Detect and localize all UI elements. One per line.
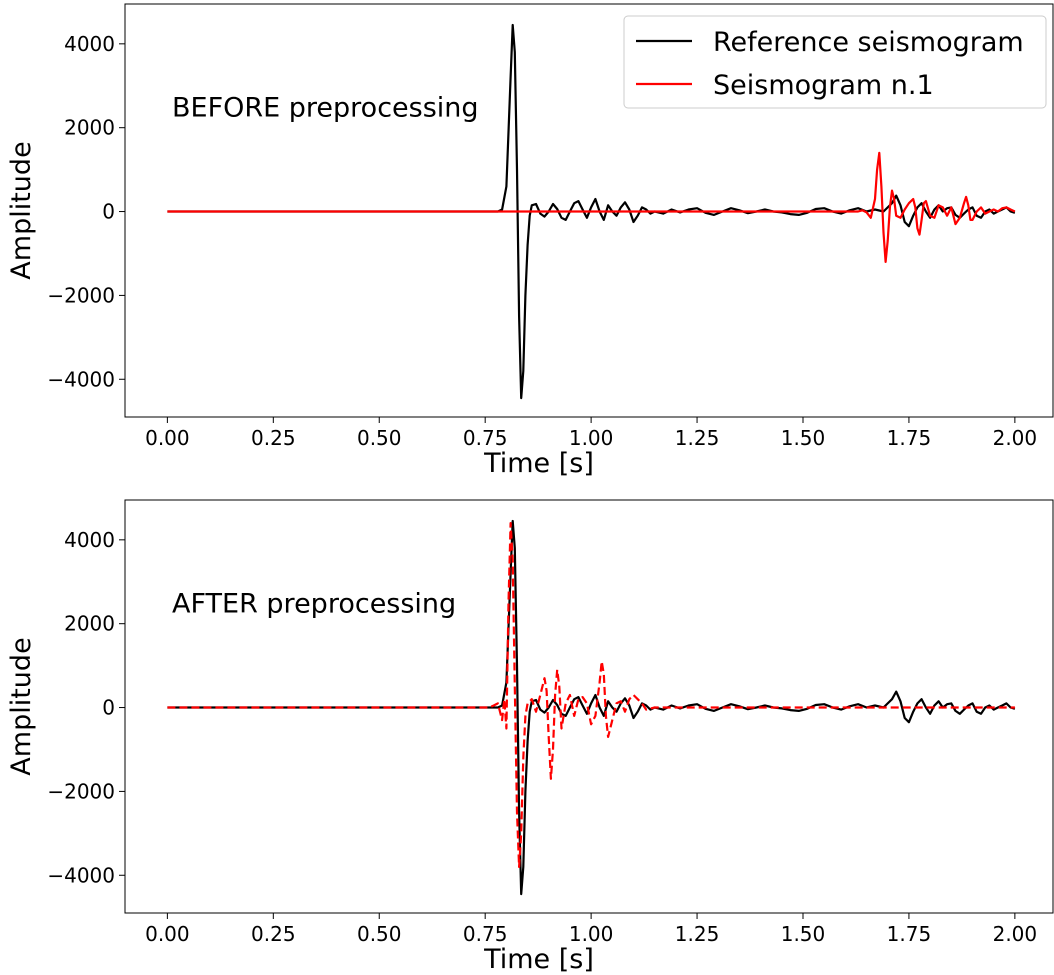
x-tick-label: 1.25 bbox=[675, 922, 720, 946]
x-tick-label: 0.50 bbox=[357, 922, 402, 946]
y-axis-label: Amplitude bbox=[6, 141, 37, 279]
y-tick-label: −4000 bbox=[47, 367, 115, 391]
y-tick-label: 4000 bbox=[64, 528, 115, 552]
y-tick-label: 0 bbox=[102, 200, 115, 224]
x-tick-label: 0.75 bbox=[463, 922, 508, 946]
panel-annotation: BEFORE preprocessing bbox=[172, 93, 479, 124]
x-tick-label: 0.00 bbox=[145, 426, 190, 450]
x-tick-label: 0.25 bbox=[251, 426, 296, 450]
y-axis-label: Amplitude bbox=[6, 637, 37, 775]
x-axis-label: Time [s] bbox=[483, 944, 594, 975]
x-tick-label: 0.25 bbox=[251, 922, 296, 946]
x-tick-label: 1.50 bbox=[781, 922, 826, 946]
series-line-reference bbox=[167, 23, 1016, 400]
series-line-seismogram-1 bbox=[167, 521, 1015, 869]
x-tick-label: 1.75 bbox=[887, 426, 932, 450]
legend-label: Seismogram n.1 bbox=[713, 70, 934, 101]
y-tick-label: 0 bbox=[102, 696, 115, 720]
series-group bbox=[167, 23, 1016, 400]
y-tick-label: −2000 bbox=[47, 283, 115, 307]
x-tick-label: 2.00 bbox=[993, 922, 1038, 946]
x-axis-label: Time [s] bbox=[483, 448, 594, 479]
x-tick-label: 0.75 bbox=[463, 426, 508, 450]
panel-annotation: AFTER preprocessing bbox=[172, 589, 456, 620]
chart-panel-1: 0.00 0.25 0.50 0.75 1.00 1.25 1.50 1.75 2.00 −400… bbox=[6, 3, 1054, 479]
x-tick-label: 0.00 bbox=[145, 922, 190, 946]
x-tick-label: 1.75 bbox=[887, 922, 932, 946]
x-tick-label: 0.50 bbox=[357, 426, 402, 450]
x-tick-label: 1.25 bbox=[675, 426, 720, 450]
y-tick-label: 2000 bbox=[64, 612, 115, 636]
x-tick-label: 1.00 bbox=[569, 922, 614, 946]
y-tick-label: −2000 bbox=[47, 779, 115, 803]
legend: Reference seismogram Seismogram n.1 bbox=[623, 15, 1047, 109]
plot-frame bbox=[124, 499, 1054, 914]
y-tick-label: −4000 bbox=[47, 863, 115, 887]
series-group bbox=[167, 519, 1016, 896]
legend-box bbox=[623, 15, 1047, 109]
y-tick-label: 2000 bbox=[64, 116, 115, 140]
x-tick-label: 1.50 bbox=[781, 426, 826, 450]
x-tick-label: 1.00 bbox=[569, 426, 614, 450]
plot-frame bbox=[124, 3, 1054, 418]
x-tick-label: 2.00 bbox=[993, 426, 1038, 450]
series-line-seismogram-1 bbox=[167, 151, 1016, 263]
y-tick-label: 4000 bbox=[64, 32, 115, 56]
chart-panel-2: 0.00 0.25 0.50 0.75 1.00 1.25 1.50 1.75 2.00 −400… bbox=[6, 499, 1054, 975]
legend-label: Reference seismogram bbox=[713, 27, 1024, 58]
